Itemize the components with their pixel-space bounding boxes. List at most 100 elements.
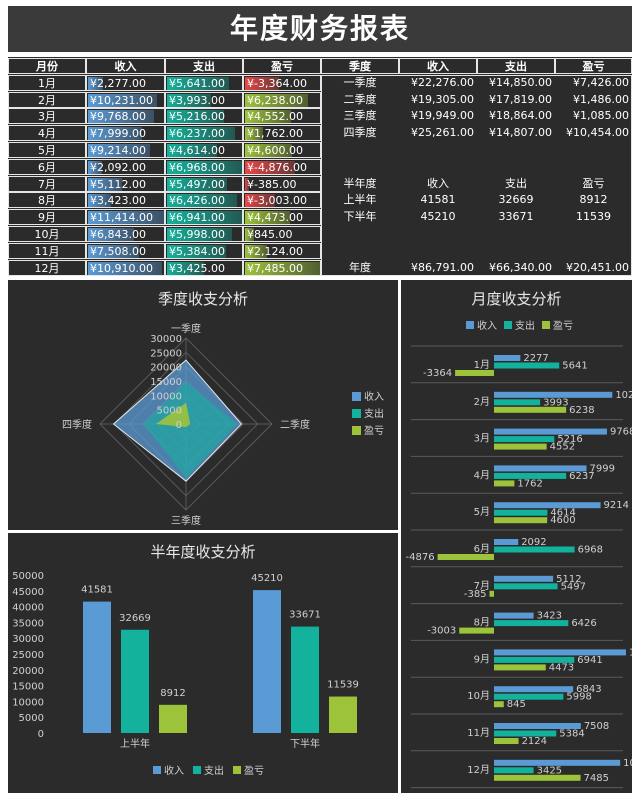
- monthly-profit: ¥4,473.00: [243, 209, 321, 226]
- half-header-1: 收入: [399, 176, 477, 192]
- data-label: 5497: [561, 581, 586, 592]
- monthly-income: ¥6,843.00: [86, 226, 165, 242]
- quarter-label: 一季度: [321, 75, 399, 91]
- quarter-profit: ¥1,085.00: [555, 108, 632, 124]
- quarter-profit-text: ¥1,486.00: [573, 92, 629, 106]
- bar: [437, 554, 494, 560]
- monthly-month-text: 8月: [38, 194, 56, 208]
- data-label: 3425: [537, 765, 562, 776]
- radar-tick-label: 15000: [150, 377, 182, 388]
- legend-label: 收入: [164, 764, 184, 777]
- data-bar: [88, 177, 123, 191]
- half-header-1-text: 收入: [427, 176, 449, 190]
- monthly-expense-text: ¥6,968.00: [169, 160, 225, 174]
- half-title: 半年度收支分析: [150, 543, 256, 561]
- data-bar: [245, 160, 295, 174]
- bar: [494, 723, 581, 729]
- monthly-month: 6月: [8, 158, 86, 175]
- bar: [494, 701, 504, 708]
- monthly-month: 12月: [8, 259, 86, 276]
- half-expense-text: 32669: [498, 193, 534, 207]
- monthly-income: ¥9,768.00: [86, 108, 165, 125]
- quarter-income: ¥19,305.00: [399, 92, 477, 108]
- monthly-month-text: 12月: [34, 261, 60, 275]
- monthly-month: 8月: [8, 192, 86, 209]
- radar-category-label: 四季度: [62, 418, 92, 431]
- monthly-income-text: ¥2,277.00: [90, 76, 146, 90]
- bar: [494, 620, 569, 627]
- monthly-profit: ¥7,485.00: [243, 259, 321, 276]
- data-label: 4600: [550, 515, 575, 526]
- radar-tick-label: 0: [176, 420, 182, 431]
- monthly-expense-text: ¥5,216.00: [169, 110, 225, 124]
- monthly-month-text: 5月: [38, 144, 56, 157]
- radar-category-label: 二季度: [280, 418, 310, 431]
- monthly-income-text: ¥7,999.00: [90, 127, 146, 141]
- legend-swatch: [352, 392, 361, 401]
- bar: [494, 664, 546, 671]
- year-income: ¥86,791.00: [399, 260, 477, 276]
- bar: [291, 626, 319, 733]
- bar: [329, 696, 357, 733]
- monthly-month-text: 10月: [34, 228, 60, 241]
- quarter-expense: ¥14,850.00: [477, 75, 555, 91]
- monthly-profit-text: ¥2,124.00: [247, 244, 303, 258]
- monthly-profit: ¥-3,003.00: [243, 192, 321, 209]
- quarter-expense-text: ¥17,819.00: [489, 92, 552, 106]
- quarter-header-2: 支出: [477, 58, 555, 74]
- quarter-expense: ¥17,819.00: [477, 92, 555, 108]
- data-label: 5641: [562, 361, 587, 372]
- monthly-header-0: 月份: [8, 58, 86, 74]
- bar: [494, 612, 534, 619]
- half-header-0-text: 半年度: [343, 176, 377, 190]
- bar: [494, 502, 601, 509]
- quarter-header-0: 季度: [321, 58, 399, 74]
- data-label: 11539: [327, 680, 359, 691]
- bar: [494, 355, 521, 361]
- quarter-profit-text: ¥7,426.00: [573, 75, 629, 89]
- half-profit-text: 8912: [579, 193, 608, 207]
- monthly-profit: ¥-385.00: [243, 175, 321, 192]
- monthly-profit: ¥2,124.00: [243, 242, 321, 259]
- page-title: 年度财务报表: [8, 6, 632, 52]
- monthly-expense: ¥4,614.00: [165, 142, 243, 158]
- bar: [494, 575, 554, 582]
- data-bar: [167, 93, 211, 107]
- data-label: 9768: [610, 427, 632, 438]
- monthly-income: ¥3,423.00: [86, 192, 165, 209]
- y-category-label: 8月: [474, 617, 490, 629]
- monthly-profit: ¥4,552.00: [243, 108, 321, 125]
- bar: [494, 428, 607, 435]
- monthly-profit-text: ¥-3,364.00: [247, 76, 307, 90]
- quarter-label-text: 四季度: [343, 126, 377, 140]
- monthly-month: 5月: [8, 142, 86, 158]
- quarter-profit-text: ¥1,085.00: [573, 109, 629, 123]
- quarter-header-2-text: 支出: [505, 60, 527, 73]
- data-label: -385: [464, 589, 487, 600]
- bar: [494, 738, 519, 744]
- monthly-month-text: 7月: [38, 177, 56, 191]
- quarter-header-1: 收入: [399, 58, 477, 74]
- legend-swatch: [233, 766, 241, 774]
- monthly-expense: ¥5,641.00: [165, 74, 243, 91]
- data-bar: [167, 144, 218, 157]
- legend-label: 盈亏: [244, 765, 264, 777]
- monthly-expense: ¥5,216.00: [165, 108, 243, 125]
- monthly-month: 10月: [8, 226, 86, 242]
- monthly-income: ¥2,277.00: [86, 74, 165, 91]
- data-bar: [88, 261, 162, 275]
- y-tick-label: 0: [38, 729, 44, 740]
- quarter-income-text: ¥19,305.00: [411, 92, 474, 106]
- data-bar: [167, 261, 205, 275]
- data-label: 6968: [578, 545, 603, 556]
- monthly-expense-text: ¥5,998.00: [169, 228, 225, 241]
- monthly-expense: ¥6,968.00: [165, 158, 243, 175]
- y-tick-label: 30000: [12, 634, 44, 645]
- monthly-header-1: 收入: [86, 58, 165, 74]
- data-bar: [245, 110, 292, 124]
- bar: [494, 391, 613, 398]
- y-tick-label: 40000: [12, 603, 44, 614]
- quarter-income-text: ¥19,949.00: [411, 109, 474, 123]
- legend-swatch: [352, 409, 361, 418]
- x-category-label: 上半年: [120, 737, 150, 750]
